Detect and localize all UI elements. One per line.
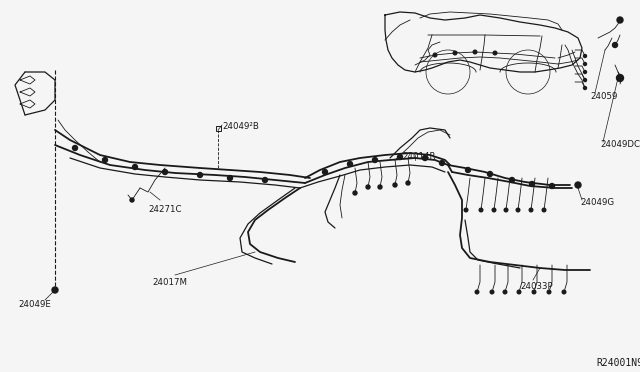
Circle shape: [542, 208, 546, 212]
Circle shape: [372, 157, 378, 163]
Circle shape: [227, 176, 232, 180]
Circle shape: [584, 62, 586, 65]
Circle shape: [488, 171, 493, 176]
Text: 24049G: 24049G: [580, 198, 614, 207]
Circle shape: [72, 145, 77, 151]
Text: 24049²B: 24049²B: [222, 122, 259, 131]
Circle shape: [453, 51, 457, 55]
Circle shape: [547, 290, 551, 294]
Circle shape: [504, 208, 508, 212]
Circle shape: [584, 78, 586, 81]
Circle shape: [406, 181, 410, 185]
Circle shape: [575, 182, 581, 188]
Text: 24014R: 24014R: [402, 152, 435, 161]
Circle shape: [378, 185, 382, 189]
Circle shape: [550, 183, 554, 189]
Text: 24049E: 24049E: [18, 300, 51, 309]
Circle shape: [262, 177, 268, 183]
Circle shape: [393, 183, 397, 187]
Circle shape: [433, 53, 437, 57]
Circle shape: [612, 42, 618, 48]
Circle shape: [397, 154, 403, 160]
Circle shape: [475, 290, 479, 294]
Circle shape: [52, 287, 58, 293]
Circle shape: [440, 160, 445, 166]
Circle shape: [366, 185, 370, 189]
Circle shape: [529, 182, 534, 186]
Text: 24049DC: 24049DC: [600, 140, 640, 149]
Circle shape: [132, 164, 138, 170]
Circle shape: [617, 17, 623, 23]
Circle shape: [503, 290, 507, 294]
Circle shape: [493, 51, 497, 55]
Bar: [216, 125, 221, 131]
Text: R24001N9: R24001N9: [596, 358, 640, 368]
Circle shape: [584, 55, 586, 58]
Circle shape: [492, 208, 496, 212]
Circle shape: [616, 74, 623, 81]
Circle shape: [464, 208, 468, 212]
Text: 24033P: 24033P: [520, 282, 552, 291]
Circle shape: [532, 290, 536, 294]
Circle shape: [516, 208, 520, 212]
Circle shape: [562, 290, 566, 294]
Circle shape: [323, 170, 328, 174]
Circle shape: [479, 208, 483, 212]
Circle shape: [517, 290, 521, 294]
Circle shape: [422, 155, 428, 160]
Circle shape: [529, 208, 532, 212]
Text: 24059: 24059: [590, 92, 618, 101]
Circle shape: [473, 50, 477, 54]
Circle shape: [509, 177, 515, 183]
Text: 24271C: 24271C: [148, 205, 182, 214]
Circle shape: [353, 191, 357, 195]
Circle shape: [465, 167, 470, 173]
Text: 24017M: 24017M: [152, 278, 187, 287]
Circle shape: [163, 170, 168, 174]
Circle shape: [490, 290, 494, 294]
Circle shape: [584, 71, 586, 74]
Circle shape: [198, 173, 202, 177]
Circle shape: [102, 157, 108, 163]
Circle shape: [130, 198, 134, 202]
Circle shape: [348, 161, 353, 167]
Circle shape: [584, 87, 586, 90]
